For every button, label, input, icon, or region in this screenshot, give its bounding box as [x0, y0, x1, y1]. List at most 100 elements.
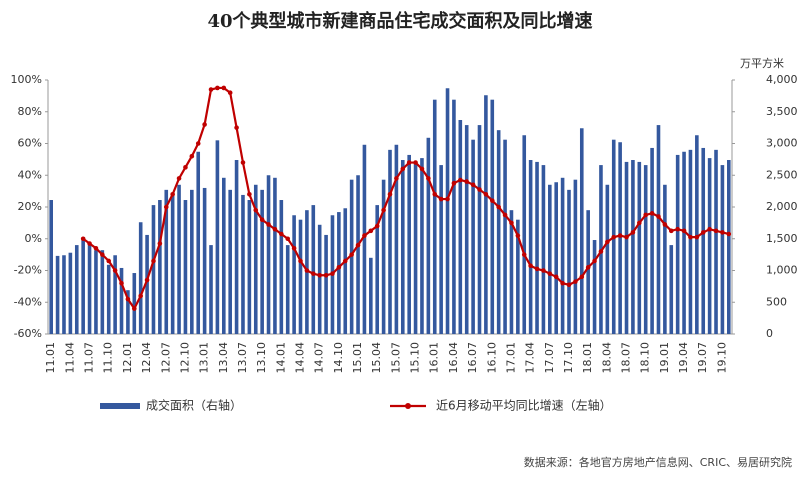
- line-point: [521, 252, 527, 257]
- x-tick-label: 18.01: [581, 342, 594, 374]
- line-point: [694, 234, 700, 240]
- bar: [656, 125, 661, 335]
- bar: [394, 144, 399, 334]
- bar: [484, 95, 488, 335]
- x-tick-label: 13.10: [255, 342, 268, 374]
- x-tick-label: 11.01: [44, 342, 57, 374]
- line-point: [419, 166, 425, 172]
- line-point: [720, 230, 725, 235]
- line-point: [605, 239, 610, 245]
- line-point: [310, 271, 316, 276]
- legend-swatch: [405, 403, 411, 409]
- bar: [650, 147, 654, 334]
- line-point: [183, 165, 188, 170]
- line-point: [438, 196, 444, 202]
- bar: [273, 177, 277, 334]
- line-point: [163, 204, 169, 210]
- bar: [202, 187, 207, 334]
- line-point: [560, 280, 565, 286]
- line-point: [489, 198, 495, 203]
- bar: [369, 257, 373, 334]
- bar: [516, 219, 520, 334]
- y2-axis-label: 万平方米: [740, 56, 784, 70]
- line-point: [131, 306, 137, 311]
- line-point: [362, 233, 367, 238]
- line-point: [240, 160, 246, 165]
- bar: [714, 149, 718, 334]
- line-point: [330, 271, 335, 276]
- line-point: [656, 214, 661, 219]
- line-point: [617, 233, 623, 238]
- bar: [464, 125, 469, 335]
- x-tick-label: 17.07: [543, 342, 556, 374]
- line-point: [195, 141, 201, 146]
- line-point: [355, 242, 361, 248]
- legend-swatch: [100, 403, 140, 409]
- y2-tick-label: 1,000: [766, 264, 798, 277]
- bar: [228, 189, 232, 334]
- y2-tick-label: 2,000: [766, 200, 798, 213]
- y-tick-label: 60%: [18, 137, 42, 150]
- line-point: [253, 207, 259, 213]
- y-tick-label: 0%: [25, 232, 42, 245]
- bar: [727, 160, 731, 334]
- x-tick-label: 17.04: [524, 342, 537, 374]
- line-point: [189, 153, 195, 159]
- line-point: [515, 233, 521, 238]
- x-tick-label: 19.10: [715, 342, 728, 374]
- line-point: [112, 268, 118, 273]
- bar: [388, 149, 392, 334]
- line-point: [598, 249, 604, 254]
- bar: [266, 175, 271, 334]
- line-point: [285, 236, 291, 242]
- x-tick-label: 16.07: [466, 342, 479, 374]
- bar: [496, 130, 501, 334]
- line-point: [458, 177, 463, 183]
- bar: [579, 128, 584, 334]
- bar: [375, 205, 380, 334]
- bar: [381, 179, 386, 334]
- x-tick-label: 15.04: [370, 342, 383, 374]
- line-point: [93, 245, 99, 251]
- line-point: [87, 241, 92, 246]
- line-point: [624, 234, 629, 240]
- line-point: [681, 228, 687, 234]
- line-point: [426, 176, 431, 181]
- line-point: [451, 180, 457, 186]
- source-note: 数据来源：各地官方房地产信息网、CRIC、易居研究院: [524, 455, 792, 469]
- bar: [209, 245, 213, 334]
- line-point: [675, 226, 680, 232]
- line-point: [509, 220, 514, 226]
- line-point: [80, 236, 86, 242]
- bar: [643, 165, 648, 334]
- line-point: [291, 245, 297, 251]
- bar: [190, 189, 194, 334]
- line-point: [464, 179, 470, 184]
- bar: [87, 245, 92, 334]
- line-point: [298, 258, 303, 264]
- x-tick-label: 11.04: [63, 342, 76, 374]
- bar: [241, 194, 245, 334]
- bar: [675, 154, 680, 334]
- line-point: [573, 279, 578, 284]
- x-tick-label: 14.04: [294, 342, 307, 374]
- bar: [94, 250, 98, 334]
- bar: [701, 147, 706, 334]
- bar: [477, 125, 482, 335]
- bar: [106, 264, 111, 334]
- y2-tick-label: 3,000: [766, 137, 798, 150]
- line-point: [611, 234, 617, 240]
- line-point: [170, 192, 175, 197]
- bar: [682, 151, 686, 334]
- line-point: [266, 222, 271, 227]
- bar: [183, 200, 188, 334]
- bar: [490, 99, 495, 334]
- bar: [145, 234, 149, 334]
- line-point: [566, 282, 572, 288]
- bar: [247, 200, 252, 334]
- bar: [279, 200, 284, 334]
- bar: [605, 184, 610, 334]
- line-point: [585, 265, 591, 270]
- line-point: [144, 277, 150, 283]
- x-tick-label: 16.01: [428, 342, 441, 374]
